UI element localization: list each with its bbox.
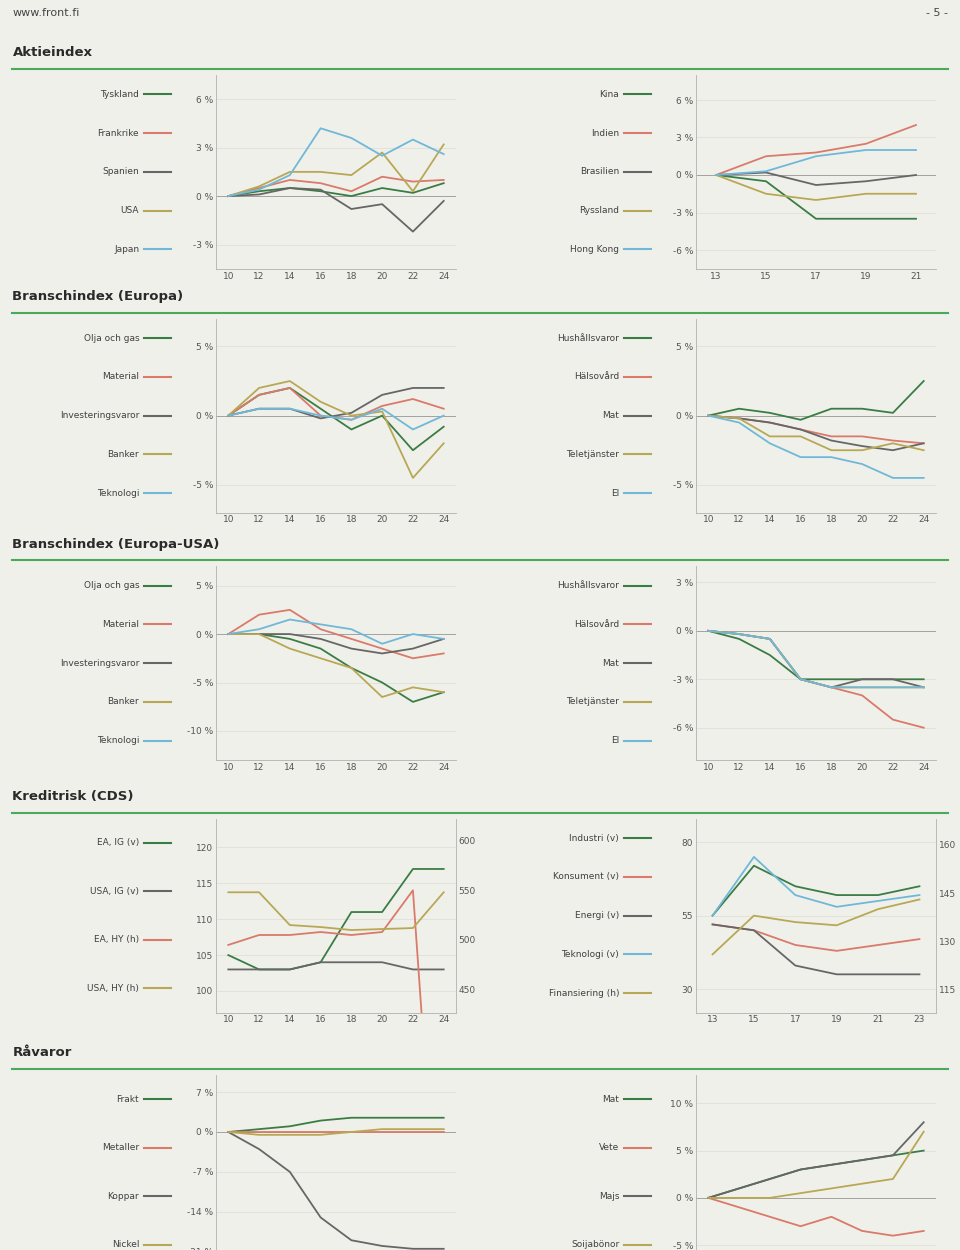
Text: Majs: Majs [599,1191,619,1200]
Text: Konsument (v): Konsument (v) [553,872,619,881]
Text: Branschindex (Europa): Branschindex (Europa) [12,290,183,302]
Text: Material: Material [102,620,139,629]
Text: Tyskland: Tyskland [101,90,139,99]
Text: Hälsovård: Hälsovård [574,372,619,381]
Text: Industri (v): Industri (v) [569,834,619,842]
Text: El: El [611,736,619,745]
Text: Hushållsvaror: Hushållsvaror [558,581,619,590]
Text: Aktieindex: Aktieindex [12,46,92,59]
Text: Kreditrisk (CDS): Kreditrisk (CDS) [12,790,134,802]
Text: Koppar: Koppar [108,1191,139,1200]
Text: Olja och gas: Olja och gas [84,334,139,342]
Text: EA, IG (v): EA, IG (v) [97,839,139,848]
Text: Brasilien: Brasilien [580,168,619,176]
Text: Teknologi: Teknologi [97,736,139,745]
Text: Teknologi (v): Teknologi (v) [562,950,619,959]
Text: EA, HY (h): EA, HY (h) [94,935,139,944]
Text: Olja och gas: Olja och gas [84,581,139,590]
Text: Råvaror: Råvaror [12,1046,72,1059]
Text: Mat: Mat [602,659,619,668]
Text: Energi (v): Energi (v) [575,911,619,920]
Text: Finansiering (h): Finansiering (h) [549,989,619,998]
Text: USA, IG (v): USA, IG (v) [90,888,139,896]
Text: Kina: Kina [599,90,619,99]
Text: Investeringsvaror: Investeringsvaror [60,659,139,668]
Text: Banker: Banker [108,698,139,706]
Text: Frakt: Frakt [116,1095,139,1104]
Text: Frankrike: Frankrike [98,129,139,138]
Text: Indien: Indien [591,129,619,138]
Text: Spanien: Spanien [103,168,139,176]
Text: Ryssland: Ryssland [579,206,619,215]
Text: - 5 -: - 5 - [925,8,948,18]
Text: www.front.fi: www.front.fi [12,8,80,18]
Text: USA: USA [121,206,139,215]
Text: Mat: Mat [602,411,619,420]
Text: Material: Material [102,372,139,381]
Text: Banker: Banker [108,450,139,459]
Text: Japan: Japan [114,245,139,254]
Text: Hushållsvaror: Hushållsvaror [558,334,619,342]
Text: Nickel: Nickel [111,1240,139,1249]
Text: Investeringsvaror: Investeringsvaror [60,411,139,420]
Text: Vete: Vete [599,1144,619,1152]
Text: USA, HY (h): USA, HY (h) [87,984,139,992]
Text: Branschindex (Europa-USA): Branschindex (Europa-USA) [12,538,220,550]
Text: Teknologi: Teknologi [97,489,139,498]
Text: Hong Kong: Hong Kong [570,245,619,254]
Text: Soijabönor: Soijabönor [571,1240,619,1249]
Text: Teletjänster: Teletjänster [566,698,619,706]
Text: Mat: Mat [602,1095,619,1104]
Text: Hälsovård: Hälsovård [574,620,619,629]
Text: El: El [611,489,619,498]
Text: Metaller: Metaller [102,1144,139,1152]
Text: Teletjänster: Teletjänster [566,450,619,459]
